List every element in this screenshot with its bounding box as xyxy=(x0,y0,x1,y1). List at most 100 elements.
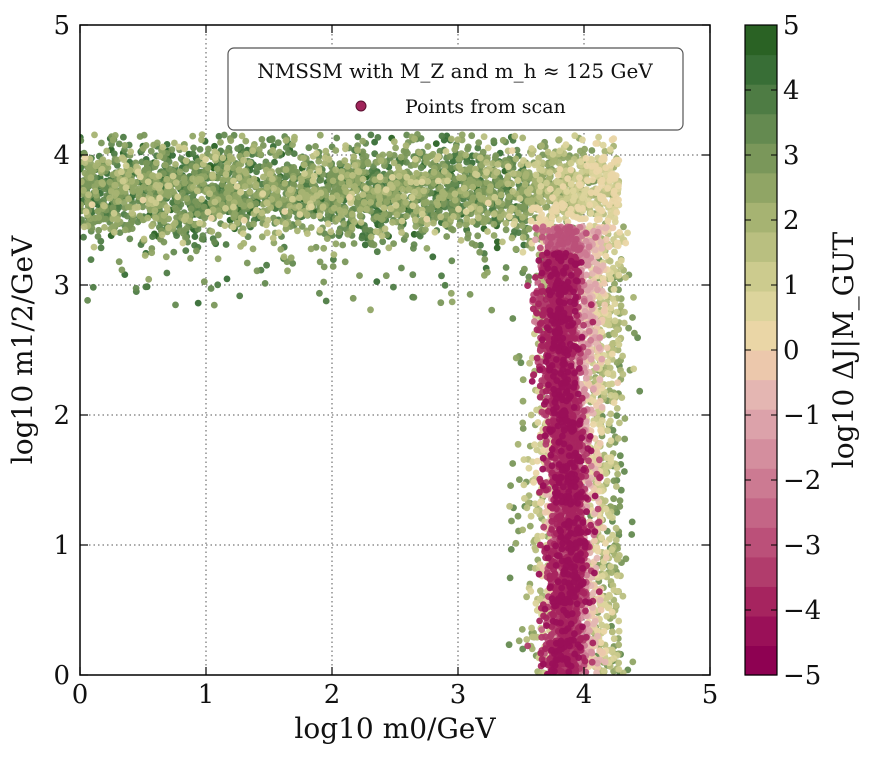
scatter-point xyxy=(101,224,108,231)
scatter-point xyxy=(242,169,250,177)
scatter-point xyxy=(296,211,304,218)
scatter-point xyxy=(617,257,625,264)
scatter-point xyxy=(269,234,277,242)
scatter-point xyxy=(596,397,604,405)
scatter-point xyxy=(162,253,170,261)
scatter-point xyxy=(268,135,276,143)
scatter-point xyxy=(555,216,563,224)
scatter-point xyxy=(379,238,387,246)
scatter-point xyxy=(80,137,85,144)
scatter-point xyxy=(424,143,432,150)
scatter-point xyxy=(509,170,517,177)
scatter-point xyxy=(80,178,85,186)
scatter-point xyxy=(571,193,578,201)
scatter-point xyxy=(611,392,619,400)
scatter-point xyxy=(192,163,200,171)
scatter-point xyxy=(604,217,612,225)
scatter-point xyxy=(118,154,126,162)
scatter-point xyxy=(211,238,219,246)
scatter-point xyxy=(532,469,540,477)
scatter-point xyxy=(523,188,531,196)
scatter-point xyxy=(517,359,525,367)
scatter-point xyxy=(432,140,440,148)
scatter-point xyxy=(608,622,615,630)
scatter-point xyxy=(382,272,390,280)
scatter-point xyxy=(330,204,338,212)
scatter-points xyxy=(80,131,644,675)
scatter-point xyxy=(519,234,527,241)
scatter-point xyxy=(273,218,281,226)
scatter-point xyxy=(615,196,622,204)
scatter-point xyxy=(99,180,107,188)
scatter-point xyxy=(484,210,491,217)
scatter-point xyxy=(209,172,217,180)
scatter-point xyxy=(488,306,496,314)
scatter-point xyxy=(538,532,546,540)
scatter-point xyxy=(576,215,584,223)
scatter-point xyxy=(179,230,187,237)
scatter-point xyxy=(354,147,362,154)
scatter-point xyxy=(506,213,513,221)
scatter-point xyxy=(595,166,603,174)
scatter-point xyxy=(423,215,431,223)
scatter-point xyxy=(621,468,628,475)
scatter-point xyxy=(376,173,384,181)
scatter-point xyxy=(135,188,143,196)
scatter-point xyxy=(531,161,539,169)
scatter-point xyxy=(105,159,112,166)
scatter-point xyxy=(139,196,147,204)
scatter-point xyxy=(588,147,596,154)
scatter-point xyxy=(424,206,432,213)
scatter-point xyxy=(561,201,568,209)
scatter-point xyxy=(619,371,627,378)
scatter-point xyxy=(556,147,564,155)
scatter-point xyxy=(477,241,484,249)
scatter-point xyxy=(226,153,234,160)
scatter-point xyxy=(211,142,218,150)
scatter-point xyxy=(424,177,432,185)
scatter-point xyxy=(621,415,629,422)
scatter-point xyxy=(217,139,224,146)
scatter-point xyxy=(430,211,438,219)
scatter-point xyxy=(611,218,619,226)
scatter-point xyxy=(613,412,621,419)
scatter-point xyxy=(491,154,499,161)
scatter-point xyxy=(220,131,228,139)
scatter-point xyxy=(448,257,456,265)
scatter-point xyxy=(356,212,364,219)
scatter-point xyxy=(609,224,617,232)
scatter-point xyxy=(269,147,277,154)
scatter-point xyxy=(600,524,607,532)
scatter-point xyxy=(199,232,207,240)
scatter-point xyxy=(356,272,363,279)
scatter-point xyxy=(475,180,483,188)
scatter-point xyxy=(520,456,528,463)
scatter-point xyxy=(600,628,608,635)
scatter-point xyxy=(257,151,264,158)
scatter-point xyxy=(514,440,522,448)
scatter-point xyxy=(140,235,148,243)
scatter-point xyxy=(457,237,465,244)
scatter-point xyxy=(502,264,510,271)
scatter-point xyxy=(337,174,345,181)
scatter-point xyxy=(374,134,382,141)
scatter-point xyxy=(422,226,429,234)
scatter-point xyxy=(621,308,628,316)
scatter-point xyxy=(519,376,527,384)
scatter-point xyxy=(613,326,621,334)
scatter-point xyxy=(289,195,296,203)
scatter-point xyxy=(165,224,172,232)
scatter-point xyxy=(346,181,354,189)
scatter-point xyxy=(468,132,476,140)
scatter-point xyxy=(295,202,303,210)
scatter-point xyxy=(588,162,596,170)
scatter-point xyxy=(182,157,190,165)
scatter-point xyxy=(607,162,615,169)
scatter-point xyxy=(373,248,381,256)
scatter-point xyxy=(613,405,621,412)
scatter-point xyxy=(243,259,251,267)
scatter-point xyxy=(149,233,156,241)
scatter-point xyxy=(615,666,623,673)
scatter-point xyxy=(351,218,358,226)
scatter-point xyxy=(91,214,99,222)
